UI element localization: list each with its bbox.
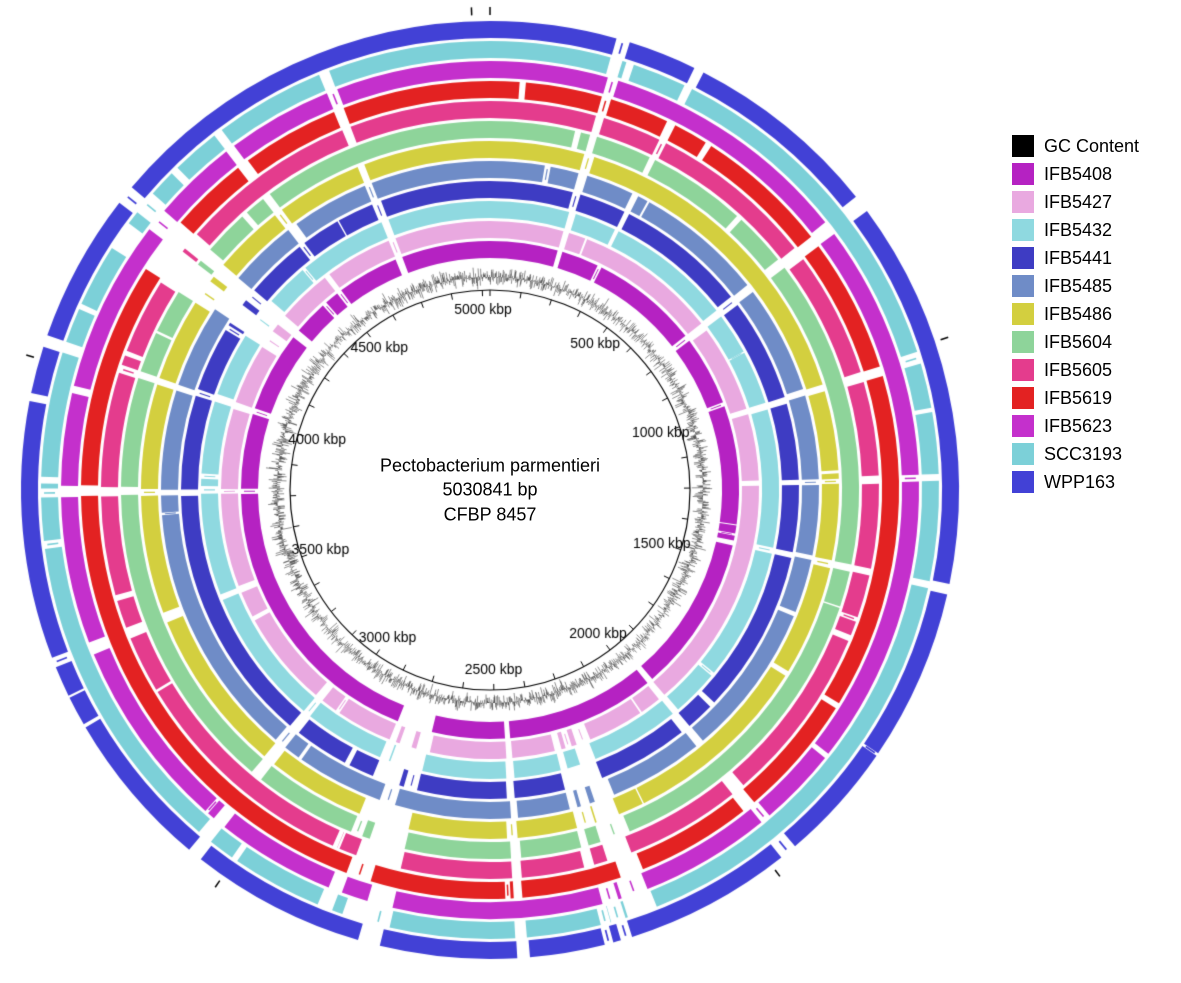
legend-item: WPP163 — [1012, 471, 1139, 493]
legend-item: IFB5604 — [1012, 331, 1139, 353]
legend-swatch — [1012, 331, 1034, 353]
legend-swatch — [1012, 387, 1034, 409]
legend-label: IFB5623 — [1044, 416, 1112, 437]
legend-label: GC Content — [1044, 136, 1139, 157]
legend-item: GC Content — [1012, 135, 1139, 157]
legend-label: IFB5604 — [1044, 332, 1112, 353]
legend-swatch — [1012, 415, 1034, 437]
legend: GC Content IFB5408 IFB5427 IFB5432 IFB5441 IF… — [1012, 135, 1139, 499]
legend-swatch — [1012, 191, 1034, 213]
legend-label: IFB5485 — [1044, 276, 1112, 297]
legend-item: IFB5485 — [1012, 275, 1139, 297]
genome-strain: CFBP 8457 — [380, 502, 600, 526]
legend-item: IFB5605 — [1012, 359, 1139, 381]
legend-swatch — [1012, 359, 1034, 381]
legend-swatch — [1012, 303, 1034, 325]
legend-label: IFB5619 — [1044, 388, 1112, 409]
legend-swatch — [1012, 471, 1034, 493]
legend-item: IFB5623 — [1012, 415, 1139, 437]
legend-swatch — [1012, 443, 1034, 465]
genome-size: 5030841 bp — [380, 478, 600, 502]
legend-swatch — [1012, 163, 1034, 185]
genome-name: Pectobacterium parmentieri — [380, 454, 600, 478]
legend-item: IFB5441 — [1012, 247, 1139, 269]
legend-label: IFB5427 — [1044, 192, 1112, 213]
legend-label: IFB5441 — [1044, 248, 1112, 269]
legend-label: SCC3193 — [1044, 444, 1122, 465]
legend-label: IFB5605 — [1044, 360, 1112, 381]
legend-label: IFB5408 — [1044, 164, 1112, 185]
legend-item: IFB5619 — [1012, 387, 1139, 409]
legend-swatch — [1012, 275, 1034, 297]
legend-label: WPP163 — [1044, 472, 1115, 493]
center-label: Pectobacterium parmentieri 5030841 bp CF… — [380, 454, 600, 527]
legend-swatch — [1012, 135, 1034, 157]
legend-swatch — [1012, 247, 1034, 269]
legend-item: IFB5432 — [1012, 219, 1139, 241]
legend-label: IFB5432 — [1044, 220, 1112, 241]
legend-item: IFB5408 — [1012, 163, 1139, 185]
legend-item: SCC3193 — [1012, 443, 1139, 465]
legend-label: IFB5486 — [1044, 304, 1112, 325]
legend-item: IFB5486 — [1012, 303, 1139, 325]
legend-item: IFB5427 — [1012, 191, 1139, 213]
legend-swatch — [1012, 219, 1034, 241]
